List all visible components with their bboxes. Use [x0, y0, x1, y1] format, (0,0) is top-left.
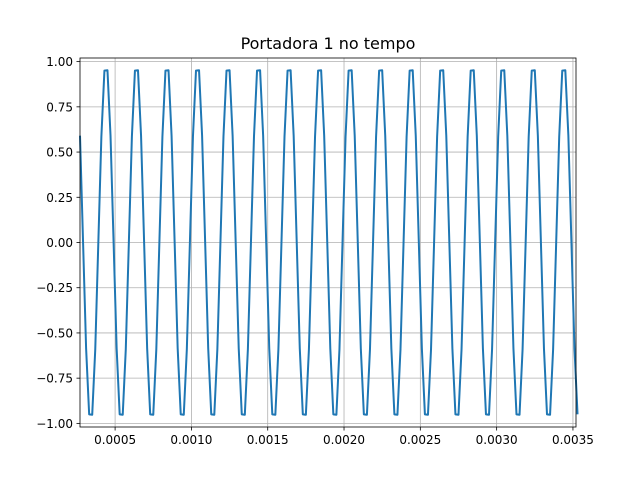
- y-tick-label: 0.00: [46, 236, 73, 250]
- y-tick-label: 0.25: [46, 191, 73, 205]
- x-tick-label: 0.0005: [94, 433, 136, 447]
- x-tick-label: 0.0025: [399, 433, 441, 447]
- x-tick-label: 0.0020: [323, 433, 365, 447]
- y-tick-label: −0.75: [36, 372, 73, 386]
- x-tick-label: 0.0015: [247, 433, 289, 447]
- x-tick-label: 0.0010: [170, 433, 212, 447]
- chart-title: Portadora 1 no tempo: [241, 34, 416, 53]
- x-tick-label: 0.0030: [476, 433, 518, 447]
- x-axis: 0.0005 0.0010 0.0015 0.0020 0.0025 0.0030 0.00…: [94, 427, 594, 447]
- y-tick-label: −1.00: [36, 417, 73, 431]
- series-line: [79, 69, 579, 416]
- series-group: [79, 69, 579, 416]
- x-tick-label: 0.0035: [552, 433, 594, 447]
- y-tick-label: 1.00: [46, 55, 73, 69]
- plot-frame: [79, 57, 577, 428]
- y-tick-label: −0.50: [36, 326, 73, 340]
- y-tick-label: −0.25: [36, 281, 73, 295]
- y-tick-label: 0.75: [46, 100, 73, 114]
- y-axis: 1.00 0.75 0.50 0.25 0.00 −0.25 −0.50 −0.75 −1.00: [36, 55, 80, 431]
- y-tick-label: 0.50: [46, 146, 73, 160]
